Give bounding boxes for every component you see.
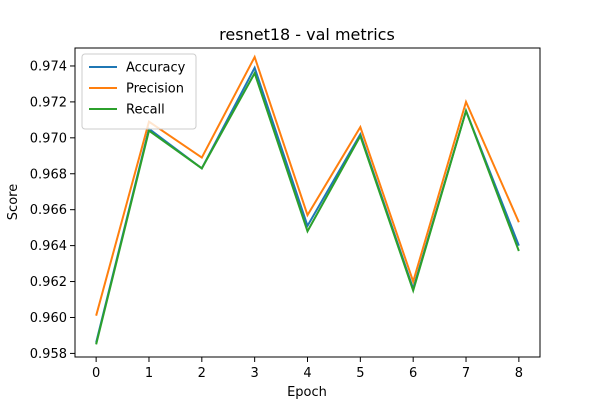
x-tick-label: 1 — [145, 366, 153, 381]
x-tick-label: 8 — [515, 366, 523, 381]
legend-label-recall: Recall — [126, 103, 165, 118]
legend-label-accuracy: Accuracy — [126, 61, 186, 76]
series-line-recall — [95, 70, 520, 345]
series-line-precision — [95, 54, 520, 316]
y-tick-label: 0.974 — [30, 59, 67, 74]
x-axis-ticks: 0 1 2 3 4 5 6 7 8 — [92, 357, 523, 381]
x-tick-label: 4 — [303, 366, 311, 381]
y-tick-label: 0.970 — [30, 131, 67, 146]
chart-title: resnet18 - val metrics — [219, 25, 395, 44]
y-tick-label: 0.960 — [30, 311, 67, 326]
y-axis-label: Score — [6, 184, 21, 220]
y-axis-ticks: 0.958 0.960 0.962 0.964 0.966 0.968 0.970 0.972… — [30, 59, 75, 362]
y-tick-label: 0.958 — [30, 347, 67, 362]
series-layer — [95, 54, 520, 345]
plot-area: 0 1 2 3 4 5 6 7 8 0.958 0.960 0.962 0.964 0.966 0.968… — [30, 47, 541, 381]
y-tick-label: 0.962 — [30, 275, 67, 290]
x-tick-label: 0 — [92, 366, 100, 381]
x-tick-label: 5 — [356, 366, 364, 381]
legend-box — [81, 53, 197, 130]
legend-label-precision: Precision — [126, 82, 184, 97]
x-tick-label: 6 — [409, 366, 417, 381]
x-axis-label: Epoch — [287, 385, 327, 400]
legend: Accuracy Precision Recall — [81, 53, 197, 130]
y-tick-label: 0.968 — [30, 167, 67, 182]
x-tick-label: 2 — [198, 366, 206, 381]
y-tick-label: 0.966 — [30, 203, 67, 218]
x-tick-label: 7 — [462, 366, 470, 381]
x-tick-label: 3 — [251, 366, 259, 381]
y-tick-label: 0.972 — [30, 95, 67, 110]
y-tick-label: 0.964 — [30, 239, 67, 254]
